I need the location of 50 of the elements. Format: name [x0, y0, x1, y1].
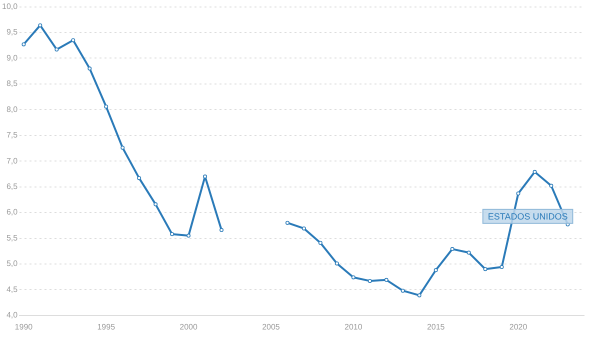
point: [154, 202, 158, 206]
point: [302, 226, 306, 230]
point: [170, 232, 174, 236]
x-tick-label: 1990: [14, 322, 34, 332]
point: [549, 184, 554, 188]
y-tick-label: 7,5: [6, 130, 18, 140]
series-label: ESTADOS UNIDOS: [488, 211, 568, 222]
point: [368, 278, 372, 283]
y-tick-label: 7,0: [6, 156, 18, 166]
point: [120, 146, 125, 150]
point: [384, 278, 388, 282]
y-tick-label: 6,5: [6, 182, 18, 192]
point: [318, 240, 322, 245]
x-tick-label: 2010: [344, 322, 363, 332]
point: [351, 275, 356, 280]
y-tick-label: 8,0: [6, 104, 18, 114]
y-tick-label: 5,0: [6, 259, 18, 268]
point: [220, 228, 224, 232]
y-tick-label: 4,0: [6, 310, 18, 320]
point: [38, 23, 42, 28]
point: [466, 250, 471, 255]
x-tick-label: 1995: [97, 322, 116, 332]
x-tick-label: 2020: [509, 322, 528, 332]
point: [54, 47, 59, 52]
y-tick-label: 8,5: [6, 79, 18, 88]
point: [104, 104, 108, 109]
point: [532, 170, 537, 174]
point: [71, 38, 76, 42]
point: [22, 42, 26, 46]
x-tick-label: 2015: [426, 322, 446, 332]
y-tick-label: 4,5: [6, 284, 18, 294]
point: [186, 234, 191, 238]
point: [334, 261, 339, 266]
point: [450, 247, 454, 252]
point: [417, 293, 422, 298]
point: [483, 267, 488, 272]
point: [434, 268, 438, 272]
point: [400, 288, 405, 293]
y-tick-label: 6,0: [6, 208, 18, 217]
x-tick-label: 2000: [180, 322, 198, 332]
point: [500, 265, 504, 270]
point: [285, 220, 290, 225]
x-tick-label: 2005: [262, 322, 280, 332]
y-tick-label: 9,5: [6, 28, 18, 37]
point: [88, 66, 92, 71]
y-tick-label: 9,0: [6, 53, 18, 62]
point: [516, 192, 520, 196]
point: [137, 176, 142, 180]
y-tick-label: 10,0: [2, 2, 18, 12]
y-tick-label: 5,5: [6, 233, 18, 242]
